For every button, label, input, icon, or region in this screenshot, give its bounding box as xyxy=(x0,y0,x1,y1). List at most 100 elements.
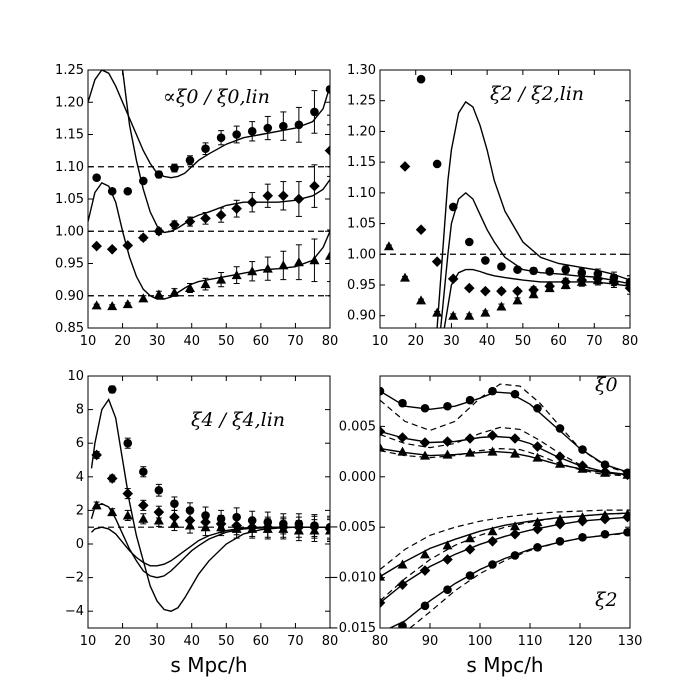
data-point-diamond xyxy=(512,285,523,297)
x-tick-label: 10 xyxy=(80,634,97,649)
data-point-triangle xyxy=(487,446,498,456)
data-point-diamond xyxy=(419,437,431,448)
data-point-circle xyxy=(600,460,610,470)
data-point-triangle xyxy=(555,458,565,468)
data-point-triangle xyxy=(122,299,133,309)
x-tick-label: 50 xyxy=(218,334,235,349)
panel-label: ξ0 xyxy=(595,374,618,396)
data-point-circle xyxy=(310,107,319,117)
data-point-circle xyxy=(510,389,520,399)
data-point-circle xyxy=(139,467,148,477)
model-curve xyxy=(389,531,630,628)
model-curve xyxy=(90,502,330,579)
model-curve xyxy=(409,532,630,628)
data-point-circle xyxy=(578,445,587,454)
data-point-circle xyxy=(529,266,538,276)
model-curve xyxy=(440,191,630,328)
data-point-triangle xyxy=(107,301,118,311)
x-tick-label: 70 xyxy=(287,634,304,649)
model-curve xyxy=(90,397,330,612)
data-point-diamond xyxy=(447,273,459,285)
data-point-diamond xyxy=(480,285,491,297)
data-point-diamond xyxy=(577,515,588,527)
data-point-triangle xyxy=(416,295,427,305)
data-point-triangle xyxy=(380,442,385,452)
x-tick-label: 30 xyxy=(149,634,166,649)
x-axis-label: s Mpc/h xyxy=(170,653,247,677)
data-point-circle xyxy=(123,438,133,448)
data-point-circle xyxy=(247,126,257,136)
model-curve xyxy=(91,526,330,567)
data-point-circle xyxy=(432,159,442,169)
data-point-diamond xyxy=(487,536,498,547)
data-point-triangle xyxy=(91,500,102,510)
data-point-diamond xyxy=(397,432,408,443)
data-point-triangle xyxy=(496,301,507,311)
model-curve xyxy=(436,100,630,328)
x-tick-label: 60 xyxy=(253,634,270,649)
data-point-diamond xyxy=(380,426,386,437)
data-point-triangle xyxy=(448,310,459,320)
data-point-triangle xyxy=(200,522,211,532)
data-point-circle xyxy=(279,121,288,131)
data-point-triangle xyxy=(184,283,195,293)
data-point-circle xyxy=(497,262,506,271)
x-tick-label: 80 xyxy=(322,334,339,349)
data-point-circle xyxy=(380,386,385,396)
data-point-triangle xyxy=(544,283,555,293)
data-point-triangle xyxy=(200,279,211,289)
data-point-triangle xyxy=(169,518,180,528)
data-point-circle xyxy=(216,133,226,143)
data-point-triangle xyxy=(91,300,102,310)
y-tick-label: 1.00 xyxy=(347,247,376,262)
data-point-triangle xyxy=(383,241,394,251)
data-point-triangle xyxy=(184,520,195,530)
data-point-circle xyxy=(416,74,426,84)
y-tick-label: 0.95 xyxy=(347,278,376,293)
plot-area xyxy=(380,383,630,628)
data-point-circle xyxy=(185,156,195,165)
x-tick-label: 80 xyxy=(372,634,389,649)
y-tick-label: 1.15 xyxy=(55,128,84,143)
data-point-circle xyxy=(325,85,330,94)
data-point-diamond xyxy=(262,190,274,202)
data-point-triangle xyxy=(487,526,498,536)
data-point-diamond xyxy=(138,500,149,511)
data-point-diamond xyxy=(464,433,476,444)
data-point-triangle xyxy=(325,525,330,535)
data-point-triangle xyxy=(138,293,149,303)
data-point-diamond xyxy=(106,473,118,484)
panel-top-left: 10 20 30 40 50 60 70 80 0.85 0.90 0.95 1.00 1.05 1.10… xyxy=(55,63,338,349)
data-point-circle xyxy=(263,123,273,133)
data-point-circle xyxy=(465,571,475,580)
plot-area xyxy=(380,74,630,328)
panel-frame xyxy=(87,375,331,629)
data-point-diamond xyxy=(122,488,134,499)
data-point-diamond xyxy=(324,145,330,156)
data-point-diamond xyxy=(509,528,521,540)
data-point-circle xyxy=(465,395,475,405)
x-tick-label: 90 xyxy=(422,634,439,649)
data-point-triangle xyxy=(153,515,164,525)
y-tick-label: 1.30 xyxy=(347,63,376,78)
x-tick-label: 80 xyxy=(322,634,339,649)
y-tick-label: 1.20 xyxy=(347,124,376,139)
data-point-diamond xyxy=(399,161,411,172)
data-point-triangle xyxy=(107,507,118,517)
data-point-triangle xyxy=(555,514,565,524)
y-tick-label: 0.85 xyxy=(55,321,84,336)
y-tick-label: 0.000 xyxy=(339,470,376,485)
y-tick-label: 1.10 xyxy=(55,160,84,175)
y-tick-label: 0.90 xyxy=(347,309,376,324)
y-tick-label: 1.05 xyxy=(55,192,84,207)
y-tick-label: −0.015 xyxy=(328,621,376,636)
x-tick-label: 30 xyxy=(149,334,166,349)
y-tick-label: 1.05 xyxy=(347,217,376,232)
y-tick-label: −4 xyxy=(65,604,84,619)
data-point-triangle xyxy=(262,523,273,533)
data-point-diamond xyxy=(463,282,475,294)
data-point-diamond xyxy=(138,232,149,243)
data-point-triangle xyxy=(532,452,543,462)
data-point-triangle xyxy=(560,280,571,289)
